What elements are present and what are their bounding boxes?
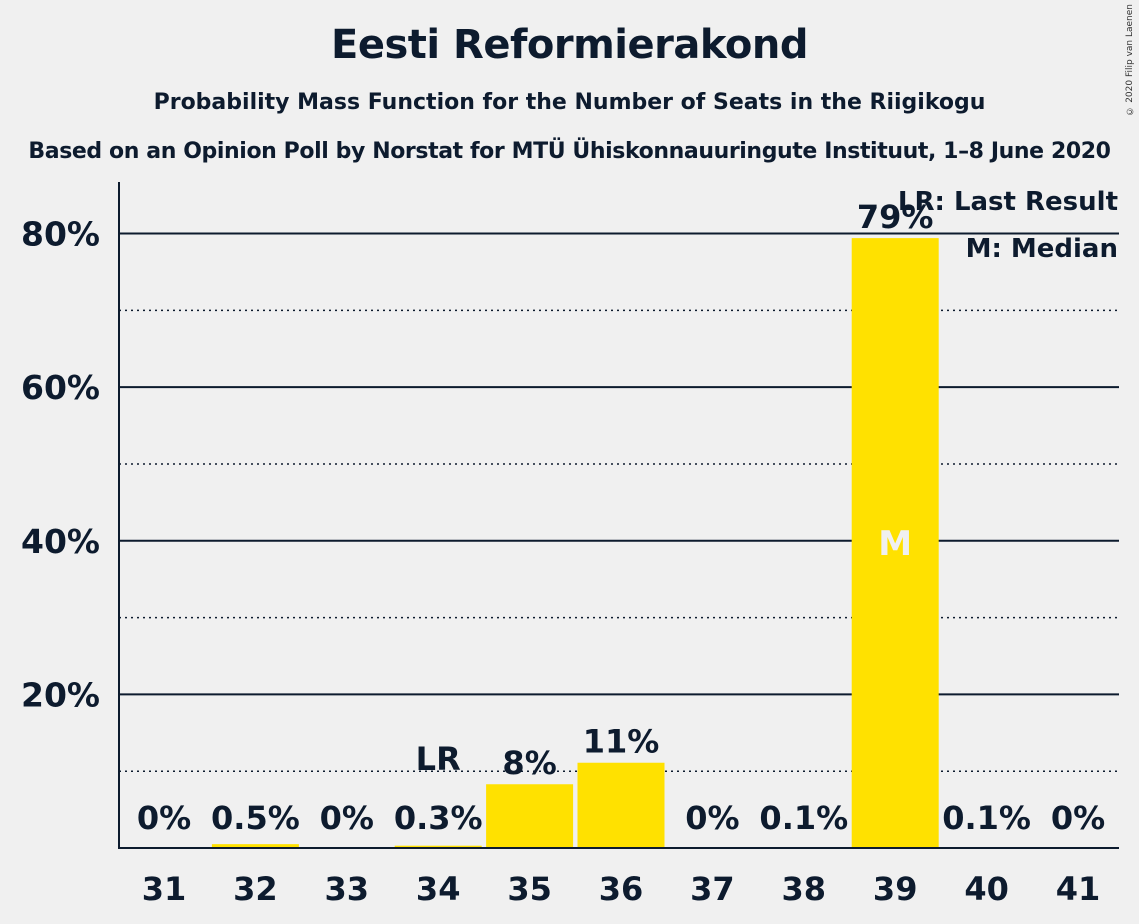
data-label: 11%	[583, 723, 660, 761]
chart-subtitle: Probability Mass Function for the Number…	[153, 90, 986, 115]
data-label: 0.1%	[942, 799, 1031, 837]
y-tick-label: 60%	[21, 368, 100, 407]
data-label: 0%	[1051, 799, 1105, 837]
legend-entry: M: Median	[966, 234, 1118, 264]
last-result-marker: LR	[416, 740, 461, 778]
x-tick-label: 35	[507, 870, 552, 908]
legend-entry: LR: Last Result	[898, 187, 1118, 217]
data-label: 79%	[857, 198, 934, 236]
x-tick-label: 34	[416, 870, 461, 908]
x-tick-label: 38	[782, 870, 827, 908]
bar-39	[851, 238, 939, 848]
y-tick-label: 40%	[21, 522, 100, 561]
data-label: 0.5%	[211, 799, 300, 837]
data-label: 8%	[502, 744, 556, 782]
x-tick-label: 39	[873, 870, 918, 908]
y-tick-label: 20%	[21, 675, 100, 714]
x-tick-label: 31	[142, 870, 187, 908]
median-marker: M	[878, 524, 912, 564]
data-label: 0.1%	[759, 799, 848, 837]
data-label: 0%	[137, 799, 191, 837]
y-tick-label: 80%	[21, 215, 100, 254]
bar-36	[577, 762, 665, 848]
data-label: 0.3%	[394, 799, 483, 837]
chart-title: Eesti Reformierakond	[331, 22, 808, 68]
data-label: 0%	[320, 799, 374, 837]
data-label: 0%	[685, 799, 739, 837]
bar-32	[211, 844, 299, 848]
x-tick-label: 36	[599, 870, 644, 908]
bar-34	[394, 845, 482, 848]
x-tick-label: 40	[964, 870, 1009, 908]
x-tick-label: 32	[233, 870, 278, 908]
bar-35	[486, 784, 574, 848]
x-tick-label: 37	[690, 870, 735, 908]
chart-source: Based on an Opinion Poll by Norstat for …	[28, 139, 1111, 164]
x-tick-label: 41	[1056, 870, 1101, 908]
x-tick-label: 33	[325, 870, 370, 908]
